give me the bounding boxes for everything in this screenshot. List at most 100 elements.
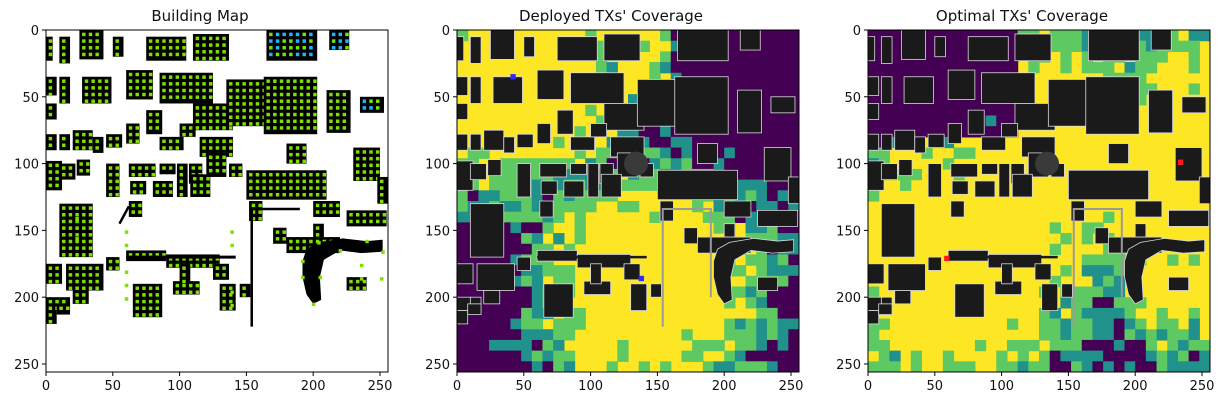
coverage-cell bbox=[1135, 94, 1147, 106]
coverage-cell bbox=[1060, 329, 1072, 341]
coverage-cell bbox=[553, 179, 565, 191]
coverage-cell bbox=[788, 286, 799, 298]
building-marker bbox=[48, 299, 53, 304]
building-marker bbox=[155, 183, 160, 188]
building bbox=[934, 36, 946, 58]
coverage-cell bbox=[563, 265, 576, 277]
building-marker bbox=[229, 146, 233, 150]
coverage-cell bbox=[1049, 361, 1061, 372]
coverage-cell bbox=[510, 307, 522, 320]
building-marker bbox=[104, 92, 109, 97]
y-tick-label: 50 bbox=[433, 91, 450, 106]
building-marker bbox=[168, 183, 173, 188]
building-marker bbox=[155, 306, 160, 311]
building-marker bbox=[88, 46, 93, 50]
coverage-cell bbox=[628, 94, 640, 106]
building-marker bbox=[382, 213, 387, 217]
coverage-cell bbox=[964, 30, 976, 42]
building-marker bbox=[362, 163, 367, 168]
coverage-cell bbox=[660, 126, 672, 138]
building-marker bbox=[329, 112, 333, 117]
building-marker bbox=[168, 263, 173, 268]
coverage-cell bbox=[531, 201, 544, 213]
building-marker bbox=[68, 266, 73, 270]
coverage-cell bbox=[1049, 318, 1061, 330]
coverage-cell bbox=[638, 179, 650, 191]
building-marker bbox=[242, 82, 246, 86]
building-marker bbox=[188, 95, 193, 99]
coverage-cell bbox=[964, 147, 976, 159]
building-marker bbox=[82, 132, 86, 137]
building-marker bbox=[269, 179, 273, 184]
building-marker bbox=[148, 39, 153, 43]
coverage-cell bbox=[932, 72, 944, 85]
coverage-cell bbox=[953, 115, 965, 127]
coverage-cell bbox=[974, 339, 987, 352]
building-marker bbox=[202, 95, 206, 99]
building-marker bbox=[295, 32, 300, 37]
coverage-cell bbox=[777, 361, 789, 372]
coverage-cell bbox=[1135, 318, 1147, 330]
building-marker bbox=[108, 192, 113, 197]
coverage-cell bbox=[942, 115, 955, 127]
coverage-cell bbox=[531, 211, 544, 223]
coverage-cell bbox=[788, 307, 799, 320]
coverage-cell bbox=[628, 126, 640, 138]
building-marker bbox=[295, 152, 300, 157]
coverage-cell bbox=[510, 297, 522, 309]
coverage-cell bbox=[756, 361, 768, 372]
coverage-cell bbox=[985, 104, 997, 117]
building bbox=[1181, 96, 1207, 114]
coverage-cell bbox=[788, 339, 799, 352]
building-marker bbox=[95, 139, 99, 144]
coverage-cell bbox=[788, 168, 799, 181]
building-marker bbox=[155, 299, 160, 304]
building-marker bbox=[222, 106, 226, 110]
building-marker bbox=[302, 146, 306, 150]
coverage-cell bbox=[942, 158, 955, 170]
building-marker bbox=[175, 52, 180, 57]
coverage-cell bbox=[563, 350, 576, 362]
coverage-cell bbox=[1092, 254, 1104, 266]
building-marker bbox=[255, 102, 260, 106]
coverage-cell bbox=[1113, 318, 1126, 330]
coverage-cell bbox=[521, 361, 533, 372]
coverage-cell bbox=[1124, 361, 1136, 372]
coverage-cell bbox=[777, 72, 789, 85]
coverage-cell bbox=[788, 297, 799, 309]
building-marker bbox=[293, 126, 297, 130]
building-marker bbox=[242, 286, 246, 290]
building-marker bbox=[249, 95, 253, 99]
building-marker bbox=[335, 112, 340, 117]
coverage-cell bbox=[1006, 104, 1019, 117]
building-marker bbox=[108, 266, 113, 270]
building-marker bbox=[282, 46, 286, 50]
building bbox=[179, 123, 196, 137]
building-marker bbox=[208, 162, 213, 166]
building-marker bbox=[249, 108, 253, 113]
building-marker bbox=[313, 79, 317, 83]
building-marker bbox=[182, 132, 186, 137]
coverage-cell bbox=[788, 233, 799, 245]
building-marker bbox=[309, 186, 313, 190]
building-marker bbox=[132, 183, 137, 188]
building-marker bbox=[108, 143, 113, 148]
coverage-cell bbox=[788, 275, 799, 288]
coverage-cell bbox=[1081, 51, 1094, 63]
wall bbox=[250, 207, 300, 327]
building-marker bbox=[95, 266, 99, 270]
building bbox=[1134, 223, 1147, 238]
coverage-cell bbox=[563, 243, 576, 256]
coverage-cell bbox=[724, 318, 736, 330]
building bbox=[1067, 169, 1149, 201]
building-marker bbox=[148, 72, 153, 77]
building-marker bbox=[222, 266, 226, 270]
coverage-cell bbox=[1006, 361, 1019, 372]
coverage-cell bbox=[745, 62, 757, 74]
coverage-cell bbox=[1167, 30, 1179, 42]
coverage-cell bbox=[878, 350, 890, 362]
coverage-cell bbox=[1167, 329, 1179, 341]
coverage-cell bbox=[745, 158, 757, 170]
building-marker bbox=[48, 52, 53, 57]
building bbox=[1001, 263, 1013, 285]
